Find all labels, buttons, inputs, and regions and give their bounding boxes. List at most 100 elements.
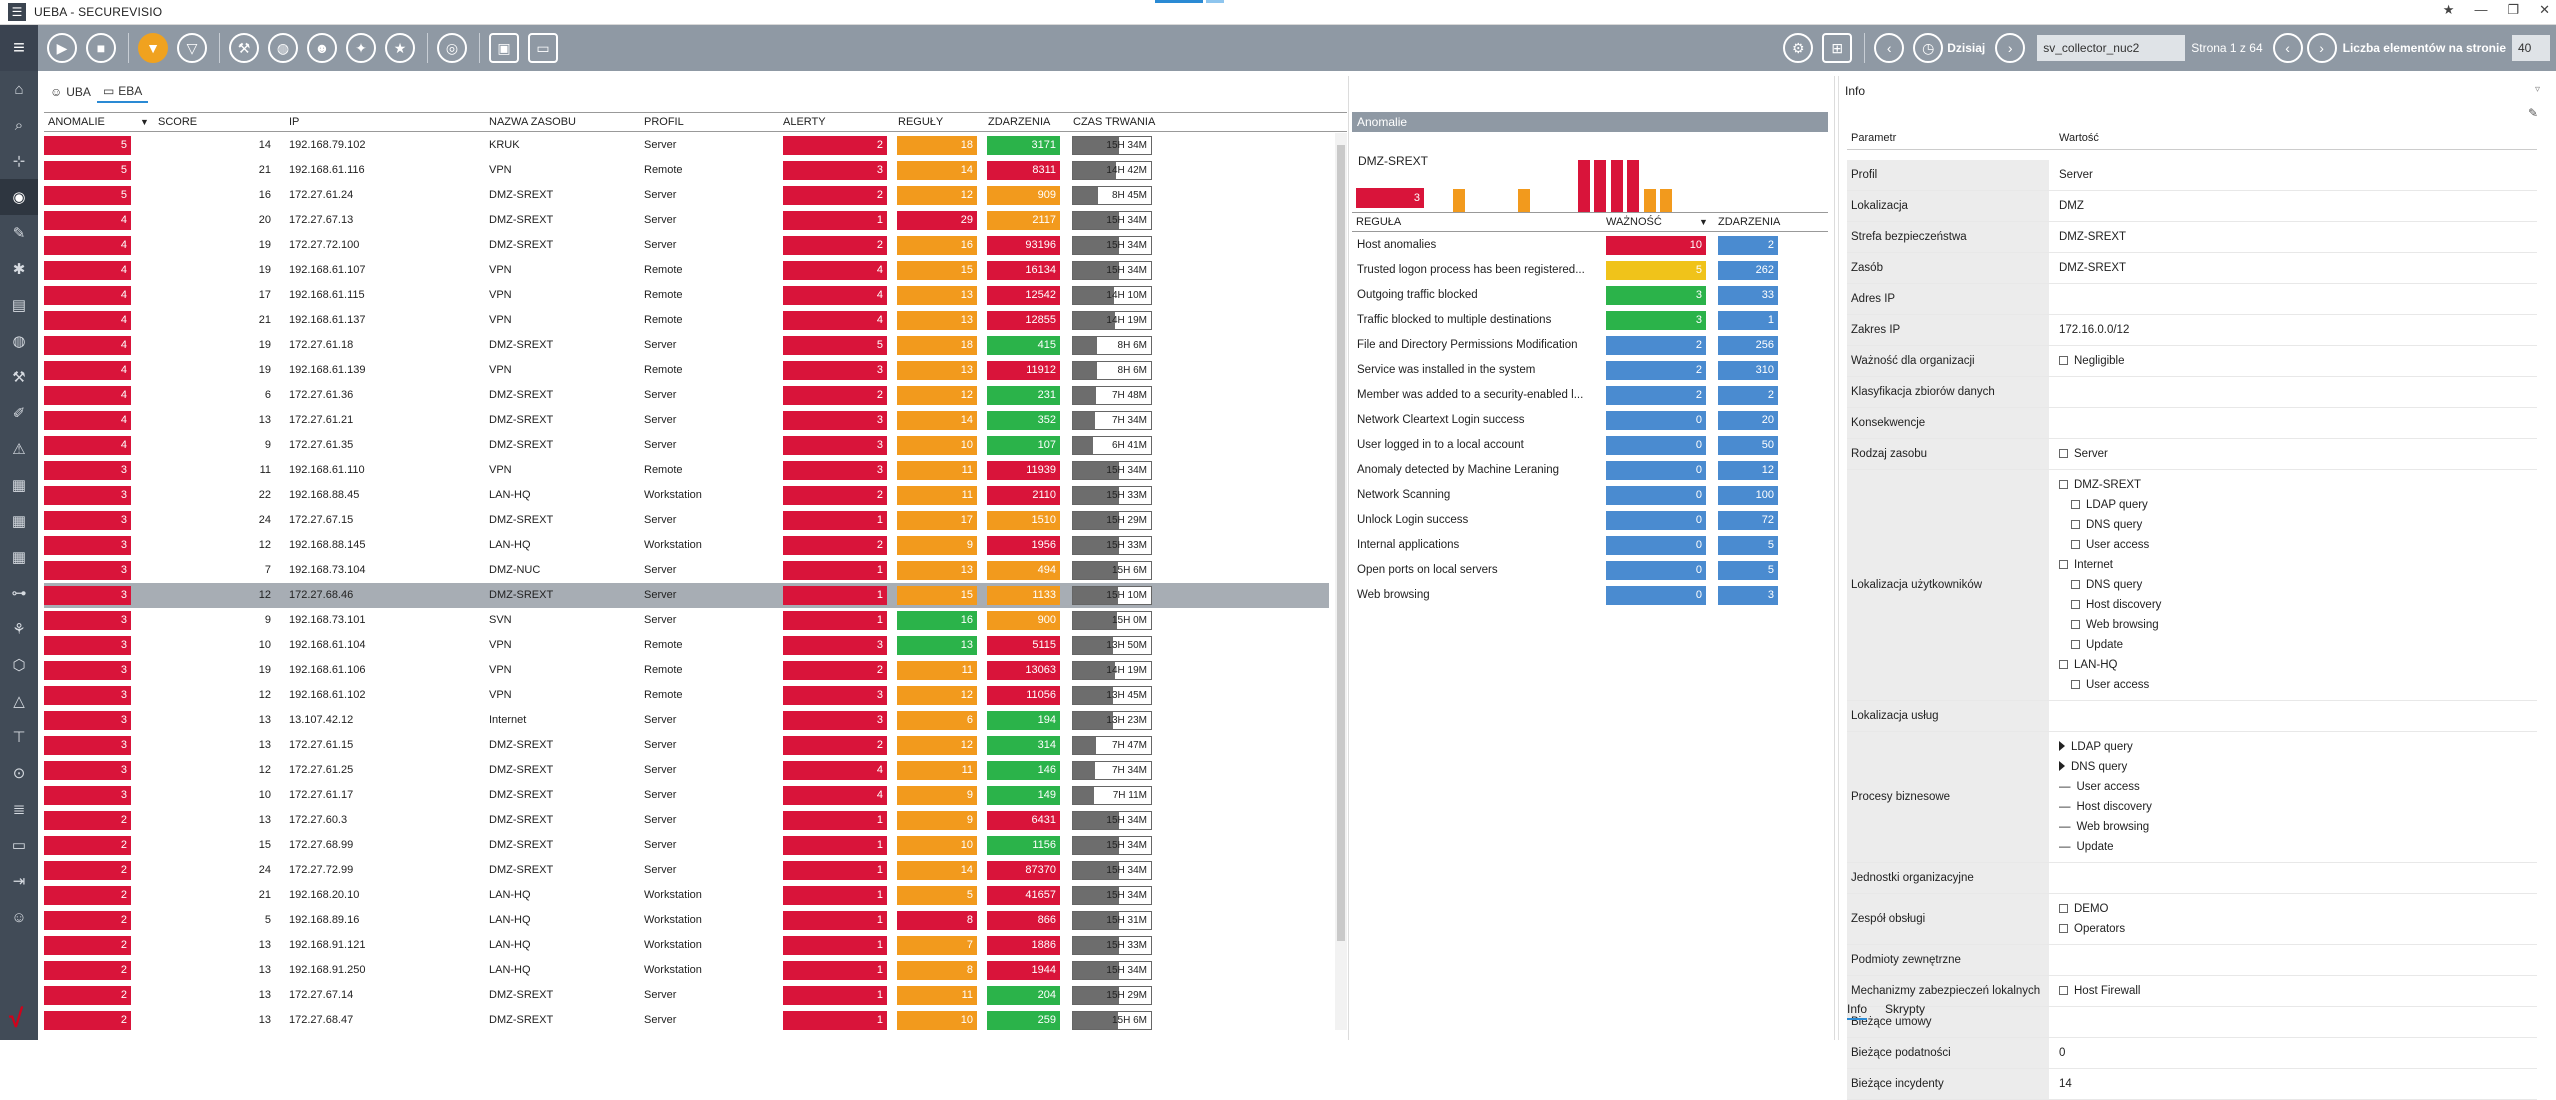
nodes-icon[interactable]: ⚘ <box>12 621 26 638</box>
col-score[interactable]: SCORE <box>158 116 198 128</box>
warning-icon[interactable]: ⚠ <box>12 441 26 458</box>
dashboard-icon[interactable]: ▦ <box>11 549 27 566</box>
favorite-icon[interactable]: ★ <box>2442 2 2455 17</box>
table-row[interactable]: 3 22 192.168.88.45 LAN-HQ Workstation 2 11 2110… <box>44 483 1329 508</box>
checkbox-icon[interactable] <box>2071 640 2080 649</box>
tab-eba[interactable]: ▭ EBA <box>96 81 149 103</box>
checkbox-icon[interactable] <box>2059 356 2068 365</box>
table-row[interactable]: 2 13 172.27.67.14 DMZ-SREXT Server 1 11 204 15H … <box>44 983 1329 1008</box>
table-scrollbar[interactable] <box>1335 133 1347 1030</box>
magnifier-icon[interactable]: ⊙ <box>12 765 26 782</box>
table-row[interactable]: 4 19 192.168.61.139 VPN Remote 3 13 11912 8H 6M <box>44 358 1329 383</box>
edit-icon[interactable]: ✎ <box>2527 106 2538 120</box>
table-row[interactable]: 5 21 192.168.61.116 VPN Remote 3 14 8311 14H 42M <box>44 158 1329 183</box>
rule-row[interactable]: Member was added to a security-enabled l… <box>1352 383 1828 408</box>
settings-icon[interactable]: ✱ <box>12 261 26 278</box>
col-anomalie[interactable]: ANOMALIE <box>48 116 105 128</box>
globe-icon[interactable]: ◍ <box>268 33 298 63</box>
table-row[interactable]: 3 9 192.168.73.101 SVN Server 1 16 900 15H 0M <box>44 608 1329 633</box>
col-ip[interactable]: IP <box>289 116 300 128</box>
table-row[interactable]: 4 19 172.27.61.18 DMZ-SREXT Server 5 18 415 8H 6… <box>44 333 1329 358</box>
hierarchy-icon[interactable]: ⊤ <box>12 729 26 746</box>
close-button[interactable]: ✕ <box>2539 2 2550 17</box>
monitor-icon[interactable]: ▭ <box>11 837 27 854</box>
ueba-icon[interactable]: ◉ <box>0 179 38 215</box>
checkbox-icon[interactable] <box>2059 660 2068 669</box>
col-zdarzenia[interactable]: ZDARZENIA <box>988 116 1051 128</box>
table-row[interactable]: 3 12 172.27.68.46 DMZ-SREXT Server 1 15 1133 15H… <box>44 583 1329 608</box>
clock-icon[interactable]: ◷ <box>1913 33 1944 63</box>
checkbox-icon[interactable] <box>2071 540 2080 549</box>
play-icon[interactable]: ▶ <box>47 33 77 63</box>
col-zdarzenia[interactable]: ZDARZENIA <box>1718 216 1781 228</box>
rule-row[interactable]: Outgoing traffic blocked 3 33 <box>1352 283 1828 308</box>
collapse-icon[interactable]: ▿ <box>2534 84 2540 95</box>
checkbox-icon[interactable] <box>2071 620 2080 629</box>
expand-arrow-icon[interactable] <box>2059 761 2065 771</box>
table-row[interactable]: 3 12 192.168.61.102 VPN Remote 3 12 11056 13H 45… <box>44 683 1329 708</box>
pen-icon[interactable]: ✐ <box>12 405 26 422</box>
rule-row[interactable]: Web browsing 0 3 <box>1352 583 1828 608</box>
table-row[interactable]: 4 13 172.27.61.21 DMZ-SREXT Server 3 14 352 7H 3… <box>44 408 1329 433</box>
table-row[interactable]: 2 13 172.27.60.3 DMZ-SREXT Server 1 9 6431 15H 3… <box>44 808 1329 833</box>
table-row[interactable]: 3 10 192.168.61.104 VPN Remote 3 13 5115 13H 50M <box>44 633 1329 658</box>
table-row[interactable]: 3 12 192.168.88.145 LAN-HQ Workstation 2 9 1956… <box>44 533 1329 558</box>
rule-row[interactable]: Traffic blocked to multiple destinations… <box>1352 308 1828 333</box>
col-czas-trwania[interactable]: CZAS TRWANIA <box>1073 116 1156 128</box>
star-icon[interactable]: ★ <box>385 33 415 63</box>
col-alerty[interactable]: ALERTY <box>783 116 826 128</box>
col-profil[interactable]: PROFIL <box>644 116 684 128</box>
rule-row[interactable]: Service was installed in the system 2 310 <box>1352 358 1828 383</box>
next-page-icon[interactable]: › <box>2306 33 2337 63</box>
table-row[interactable]: 4 20 172.27.67.13 DMZ-SREXT Server 1 29 2117 15H… <box>44 208 1329 233</box>
table-row[interactable]: 3 10 172.27.61.17 DMZ-SREXT Server 4 9 149 7H 11… <box>44 783 1329 808</box>
checkbox-icon[interactable] <box>2059 904 2068 913</box>
edit-icon[interactable]: ✎ <box>12 225 26 242</box>
rule-row[interactable]: Trusted logon process has been registere… <box>1352 258 1828 283</box>
report-icon[interactable]: ▣ <box>489 33 519 63</box>
checkbox-icon[interactable] <box>2071 580 2080 589</box>
shapes-icon[interactable]: ⬡ <box>12 657 26 674</box>
table-row[interactable]: 3 11 192.168.61.110 VPN Remote 3 11 11939 15H 34… <box>44 458 1329 483</box>
alert-icon[interactable]: △ <box>13 693 25 710</box>
table-row[interactable]: 2 13 192.168.91.250 LAN-HQ Workstation 1 8 1944… <box>44 958 1329 983</box>
table-row[interactable]: 5 16 172.27.61.24 DMZ-SREXT Server 2 12 909 8H 4… <box>44 183 1329 208</box>
checkbox-icon[interactable] <box>2059 480 2068 489</box>
tab-uba[interactable]: ☺ UBA <box>44 81 97 103</box>
document-icon[interactable]: ▤ <box>11 297 27 314</box>
filter-icon[interactable]: ▼ <box>138 33 168 63</box>
table-row[interactable]: 2 13 172.27.68.47 DMZ-SREXT Server 1 10 259 15H … <box>44 1008 1329 1030</box>
expand-arrow-icon[interactable] <box>2059 741 2065 751</box>
hamburger-menu-icon[interactable]: ≡ <box>0 25 38 71</box>
checkbox-icon[interactable] <box>2059 449 2068 458</box>
table-row[interactable]: 2 24 172.27.72.99 DMZ-SREXT Server 1 14 87370 15… <box>44 858 1329 883</box>
maximize-button[interactable]: ❐ <box>2507 2 2520 17</box>
user-icon[interactable]: ☺ <box>11 908 27 926</box>
next-day-icon[interactable]: › <box>1995 33 2026 63</box>
table-row[interactable]: 4 6 172.27.61.36 DMZ-SREXT Server 2 12 231 7H 48… <box>44 383 1329 408</box>
minimize-button[interactable]: — <box>2474 2 2488 17</box>
col-waznosc[interactable]: WAŻNOŚĆ <box>1606 216 1662 228</box>
checkbox-icon[interactable] <box>2071 520 2080 529</box>
table-row[interactable]: 2 15 172.27.68.99 DMZ-SREXT Server 1 10 1156 15H… <box>44 833 1329 858</box>
person-icon[interactable]: ☻ <box>307 33 337 63</box>
previous-day-icon[interactable]: ‹ <box>1874 33 1905 63</box>
eye-hide-icon[interactable]: ◎ <box>437 33 467 63</box>
settings-icon[interactable]: ⚙ <box>1783 33 1814 63</box>
rule-row[interactable]: Unlock Login success 0 72 <box>1352 508 1828 533</box>
table-row[interactable]: 2 21 192.168.20.10 LAN-HQ Workstation 1 5 41657… <box>44 883 1329 908</box>
table-row[interactable]: 4 17 192.168.61.115 VPN Remote 4 13 12542 14H 10… <box>44 283 1329 308</box>
collector-select[interactable]: sv_collector_nuc2 <box>2037 35 2186 61</box>
filter-clear-icon[interactable]: ▽ <box>177 33 207 63</box>
checkbox-icon[interactable] <box>2071 600 2080 609</box>
rule-row[interactable]: Internal applications 0 5 <box>1352 533 1828 558</box>
tab-skrypty[interactable]: Skrypty <box>1885 1002 1926 1016</box>
table-row[interactable]: 4 19 172.27.72.100 DMZ-SREXT Server 2 16 93196 1… <box>44 233 1329 258</box>
tab-info[interactable]: Info <box>1847 1002 1868 1020</box>
per-page-input[interactable]: 40 <box>2512 35 2550 61</box>
table-row[interactable]: 5 14 192.168.79.102 KRUK Server 2 18 3171 15H 34… <box>44 133 1329 158</box>
table-row[interactable]: 4 21 192.168.61.137 VPN Remote 4 13 12855 14H 19… <box>44 308 1329 333</box>
panel-splitter[interactable] <box>1834 76 1835 1040</box>
checkbox-icon[interactable] <box>2059 924 2068 933</box>
rule-row[interactable]: User logged in to a local account 0 50 <box>1352 433 1828 458</box>
